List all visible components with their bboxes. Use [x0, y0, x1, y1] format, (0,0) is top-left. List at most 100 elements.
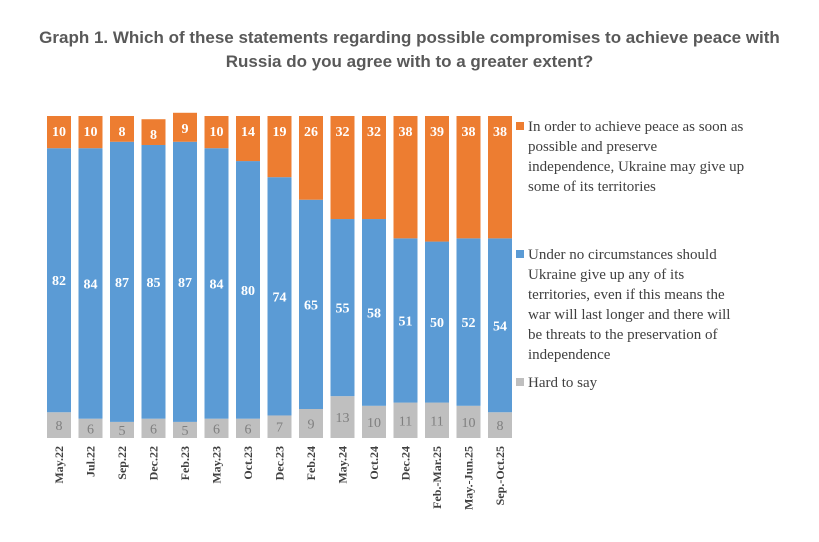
bar-segment: [488, 116, 512, 239]
data-label: 54: [493, 319, 507, 334]
x-tick-label: Feb.-Mar.25: [430, 446, 444, 509]
bar-segment: [141, 418, 166, 438]
x-tick-label: Feb.23: [178, 446, 192, 480]
bar-segment: [173, 421, 197, 438]
x-tick-label: Oct.23: [241, 446, 255, 480]
legend-label: be threats to the preservation of: [528, 327, 718, 343]
bar-column: 8 82 10: [47, 116, 71, 438]
bar-segment: [362, 219, 386, 406]
bar-segment: [236, 116, 260, 162]
legend-label: some of its territories: [528, 179, 656, 195]
bar-segment: [362, 405, 386, 438]
bar-column: 13 55 32: [330, 116, 355, 438]
bar-segment: [173, 112, 197, 142]
x-tick-label: May.-Jun.25: [462, 446, 476, 510]
data-label: 8: [119, 125, 126, 140]
data-label: 6: [245, 422, 252, 437]
data-label: 9: [182, 122, 189, 137]
bar-segment: [267, 415, 292, 438]
legend-label: possible and preserve: [528, 139, 657, 155]
bar-segment: [456, 238, 481, 406]
bar-column: 6 84 10: [78, 116, 103, 438]
bar-segment: [299, 409, 323, 438]
bar-segment: [267, 177, 292, 416]
data-label: 8: [150, 128, 157, 143]
data-label: 38: [493, 125, 507, 140]
x-tick-label: Sep.-Oct.25: [493, 446, 507, 505]
data-label: 6: [213, 422, 220, 437]
bar-segment: [47, 412, 71, 438]
data-label: 11: [430, 414, 443, 429]
legend: In order to achieve peace as soon as poss…: [516, 119, 744, 391]
bar-column: 6 85 8: [141, 119, 166, 438]
bar-segment: [204, 116, 229, 149]
data-label: 10: [462, 416, 476, 431]
data-label: 84: [210, 277, 224, 292]
legend-item: Under no circumstances should Ukraine giv…: [516, 247, 730, 363]
bar-segment: [425, 402, 449, 438]
data-label: 80: [241, 284, 255, 299]
bar-segment: [330, 116, 355, 220]
x-tick-label: Jul.22: [84, 446, 98, 477]
data-label: 10: [52, 125, 66, 140]
bar-column: 8 54 38: [488, 116, 512, 438]
x-tick-label: Dec.22: [147, 446, 161, 480]
bar-column: 9 65 26: [299, 116, 323, 438]
bar-column: 6 84 10: [204, 116, 229, 438]
data-label: 51: [399, 314, 413, 329]
bar-segment: [173, 141, 197, 422]
bar-segment: [393, 402, 418, 438]
data-label: 38: [462, 125, 476, 140]
data-label: 8: [56, 419, 63, 434]
bar-segment: [456, 405, 481, 438]
legend-label: independence: [528, 347, 611, 363]
bar-segment: [456, 116, 481, 239]
data-label: 19: [273, 125, 287, 140]
data-label: 82: [52, 274, 66, 289]
legend-swatch: [516, 378, 524, 386]
data-label: 87: [178, 276, 192, 291]
bar-segment: [488, 238, 512, 413]
bar-segment: [141, 119, 166, 145]
bar-column: 7 74 19: [267, 116, 292, 438]
legend-item: Hard to say: [516, 375, 598, 391]
bar-column: 10 58 32: [362, 116, 386, 438]
x-tick-label: Dec.23: [273, 446, 287, 480]
bar-column: 6 80 14: [236, 116, 260, 438]
data-label: 85: [147, 276, 161, 291]
legend-label: war will last longer and there will: [528, 307, 730, 323]
data-label: 55: [336, 302, 350, 317]
bar-segment: [236, 418, 260, 438]
bar-segment: [110, 141, 134, 422]
data-label: 10: [210, 125, 224, 140]
bar-segment: [78, 148, 103, 419]
bar-segment: [299, 116, 323, 200]
data-label: 39: [430, 125, 444, 140]
bar-column: 11 50 39: [425, 116, 449, 438]
bars-group: 8821068410587868585879684106801477419965…: [47, 112, 512, 439]
data-label: 50: [430, 316, 444, 331]
data-label: 65: [304, 298, 318, 313]
chart-title-line-2: Russia do you agree with to a greater ex…: [225, 52, 594, 71]
bar-segment: [110, 116, 134, 142]
bar-column: 10 52 38: [456, 116, 481, 438]
data-label: 14: [241, 125, 255, 140]
bar-column: 5 87 9: [173, 112, 197, 439]
data-label: 52: [462, 316, 476, 331]
legend-swatch: [516, 122, 524, 130]
bar-segment: [393, 238, 418, 403]
x-tick-label: Dec.24: [399, 446, 413, 480]
bar-column: 5 87 8: [110, 116, 134, 439]
bar-segment: [236, 161, 260, 419]
data-label: 87: [115, 276, 129, 291]
data-label: 10: [367, 416, 381, 431]
bar-segment: [488, 412, 512, 438]
data-label: 32: [336, 125, 350, 140]
legend-swatch: [516, 250, 524, 258]
bar-segment: [204, 148, 229, 419]
chart-title: Graph 1. Which of these statements regar…: [0, 26, 819, 74]
data-label: 11: [399, 414, 412, 429]
data-label: 8: [497, 419, 504, 434]
bar-segment: [362, 116, 386, 220]
